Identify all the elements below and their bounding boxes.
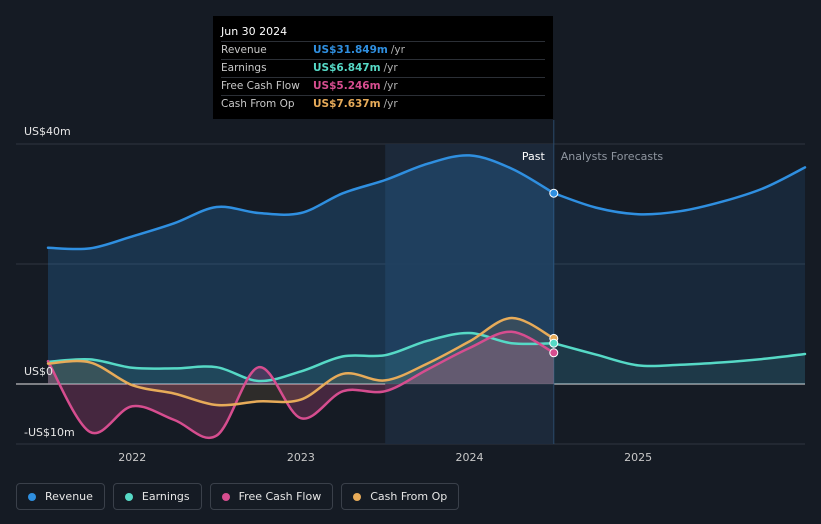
tooltip-row-cash-from-op: Cash From Op US$7.637m /yr — [221, 95, 545, 113]
past-label: Past — [522, 150, 546, 163]
y-tick-label: US$40m — [24, 125, 71, 138]
legend-item-earnings[interactable]: Earnings — [112, 483, 202, 510]
tooltip-value: US$31.849m — [313, 44, 388, 56]
tooltip-label: Earnings — [221, 62, 267, 74]
tooltip-label: Cash From Op — [221, 98, 295, 110]
tooltip-label: Revenue — [221, 44, 267, 56]
cash-from-op-line — [46, 316, 556, 407]
legend: Revenue Earnings Free Cash Flow Cash Fro… — [16, 483, 460, 510]
tooltip-unit: /yr — [383, 98, 398, 110]
x-tick-label: 2022 — [118, 451, 146, 464]
earnings-line — [46, 331, 556, 383]
tooltip-unit: /yr — [390, 44, 405, 56]
revenue-forecast-area — [553, 167, 805, 384]
earnings-marker — [549, 338, 559, 348]
tooltip: Jun 30 2024 Revenue US$31.849m /yr Earni… — [213, 16, 553, 119]
free-cash-flow-line — [46, 330, 556, 439]
tooltip-label: Free Cash Flow — [221, 80, 300, 92]
tooltip-date: Jun 30 2024 — [221, 25, 288, 38]
x-tick-label: 2024 — [455, 451, 483, 464]
free-cash-flow-area — [48, 331, 554, 438]
tooltip-value: US$5.246m — [313, 80, 381, 92]
legend-label: Free Cash Flow — [238, 490, 322, 503]
revenue-marker — [549, 188, 559, 198]
y-tick-label: US$0 — [24, 365, 53, 378]
revenue-area — [48, 155, 554, 384]
cash-from-op-area — [48, 317, 554, 406]
legend-item-cash-from-op[interactable]: Cash From Op — [341, 483, 460, 510]
tooltip-value: US$6.847m — [313, 62, 381, 74]
past-band — [385, 144, 554, 444]
earnings-forecast-area — [553, 343, 805, 384]
tooltip-value: US$7.637m — [313, 98, 381, 110]
earnings-dot-icon — [124, 492, 133, 501]
earnings-area — [48, 332, 554, 384]
tooltip-unit: /yr — [383, 80, 398, 92]
tooltip-row-free-cash-flow: Free Cash Flow US$5.246m /yr — [221, 77, 545, 95]
revenue-dot-icon — [28, 492, 36, 501]
tooltip-row-earnings: Earnings US$6.847m /yr — [221, 59, 545, 77]
revenue-line — [46, 154, 556, 251]
forecast-label: Analysts Forecasts — [561, 150, 664, 163]
cash-from-op-dot-icon — [353, 492, 362, 501]
revenue-forecast-line — [552, 166, 807, 216]
earnings-forecast-line — [552, 341, 807, 368]
free-cash-flow-dot-icon — [221, 492, 230, 501]
legend-item-revenue[interactable]: Revenue — [16, 483, 105, 510]
legend-label: Earnings — [141, 490, 190, 503]
x-tick-label: 2023 — [287, 451, 315, 464]
x-tick-label: 2025 — [624, 451, 652, 464]
legend-item-free-cash-flow[interactable]: Free Cash Flow — [209, 483, 334, 510]
tooltip-row-revenue: Revenue US$31.849m /yr — [221, 41, 545, 59]
legend-label: Revenue — [45, 490, 93, 503]
free-cash-flow-marker — [549, 348, 559, 358]
y-tick-label: -US$10m — [24, 426, 75, 439]
legend-label: Cash From Op — [370, 490, 448, 503]
tooltip-unit: /yr — [383, 62, 398, 74]
